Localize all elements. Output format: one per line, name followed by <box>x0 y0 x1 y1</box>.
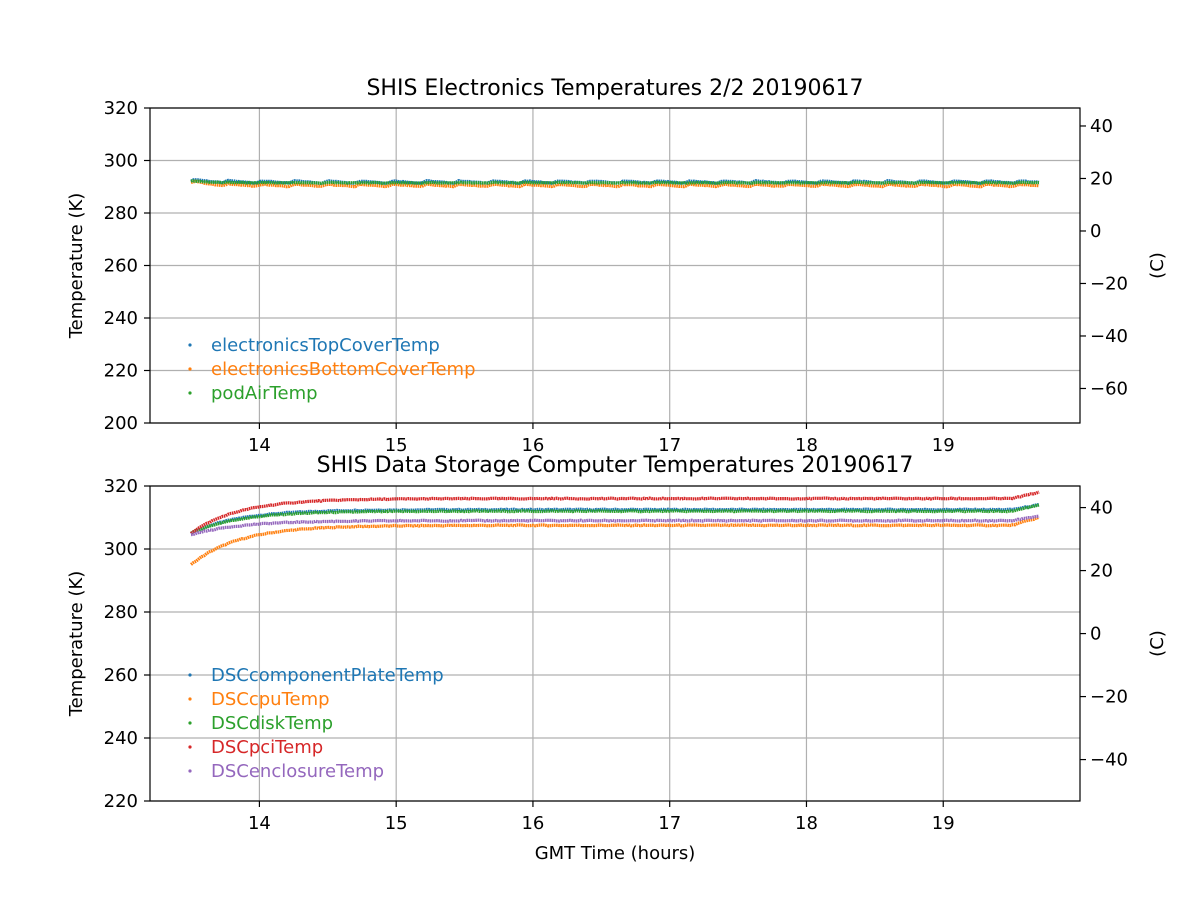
legend-marker <box>188 697 192 701</box>
y-tick-label: 300 <box>104 151 138 172</box>
y-tick-label: 260 <box>104 256 138 277</box>
legend-label: podAirTemp <box>211 383 318 404</box>
right-y-tick-label: −60 <box>1090 378 1128 399</box>
x-tick-label: 17 <box>658 435 681 456</box>
y-tick-label: 280 <box>104 602 138 623</box>
y-tick-label: 320 <box>104 98 138 119</box>
legend-marker <box>188 367 192 371</box>
x-tick-label: 17 <box>658 813 681 834</box>
x-tick-label: 15 <box>385 435 408 456</box>
x-tick-label: 19 <box>932 435 955 456</box>
x-tick-label: 18 <box>795 435 818 456</box>
right-y-tick-label: −20 <box>1090 687 1128 708</box>
right-y-tick-label: 0 <box>1090 624 1101 645</box>
bottom-plot-frame <box>149 485 1081 802</box>
y-tick-label: 280 <box>104 203 138 224</box>
top-y-axis-label: Temperature (K) <box>66 193 87 340</box>
y-tick-label: 240 <box>104 728 138 749</box>
bottom-y-axis-label: Temperature (K) <box>66 571 87 718</box>
series-electronicsTopCoverTemp <box>190 178 1040 186</box>
legend-label: DSCenclosureTemp <box>211 761 384 782</box>
legend-marker <box>188 769 192 773</box>
y-tick-label: 220 <box>104 791 138 812</box>
x-tick-label: 16 <box>521 435 544 456</box>
x-tick-label: 14 <box>248 813 271 834</box>
legend-marker <box>188 721 192 725</box>
series-electronicsBottomCoverTemp <box>190 179 1040 189</box>
legend-label: DSCdiskTemp <box>211 713 333 734</box>
y-tick-label: 300 <box>104 539 138 560</box>
top-chart-title: SHIS Electronics Temperatures 2/2 201906… <box>366 76 863 101</box>
right-y-tick-label: 40 <box>1090 498 1113 519</box>
legend-marker <box>188 745 192 749</box>
legend-label: electronicsTopCoverTemp <box>211 335 440 356</box>
legend-label: electronicsBottomCoverTemp <box>211 359 476 380</box>
top-right-axis-label: (C) <box>1147 252 1168 279</box>
top-chart-panel: SHIS Electronics Temperatures 2/2 201906… <box>66 76 1168 456</box>
y-tick-label: 200 <box>104 413 138 434</box>
series-podAirTemp <box>190 179 1040 185</box>
y-tick-label: 220 <box>104 361 138 382</box>
legend-marker <box>188 343 192 347</box>
y-tick-label: 240 <box>104 308 138 329</box>
bottom-right-axis-label: (C) <box>1147 630 1168 657</box>
series-DSCpciTemp <box>190 490 1040 535</box>
series-DSCenclosureTemp <box>190 514 1040 537</box>
legend-label: DSCcpuTemp <box>211 689 330 710</box>
x-tick-label: 16 <box>521 813 544 834</box>
y-tick-label: 320 <box>104 476 138 497</box>
series-DSCdiskTemp <box>190 503 1040 535</box>
legend-marker <box>188 391 192 395</box>
legend-label: DSCpciTemp <box>211 737 323 758</box>
x-tick-label: 18 <box>795 813 818 834</box>
x-tick-label: 19 <box>932 813 955 834</box>
right-y-tick-label: −40 <box>1090 326 1128 347</box>
legend-label: DSCcomponentPlateTemp <box>211 665 444 686</box>
x-axis-label: GMT Time (hours) <box>535 843 696 864</box>
right-y-tick-label: 0 <box>1090 221 1101 242</box>
y-tick-label: 260 <box>104 665 138 686</box>
bottom-chart-title: SHIS Data Storage Computer Temperatures … <box>317 453 914 478</box>
right-y-tick-label: 20 <box>1090 561 1113 582</box>
bottom-chart-panel: SHIS Data Storage Computer Temperatures … <box>66 453 1168 864</box>
x-tick-label: 15 <box>385 813 408 834</box>
right-y-tick-label: 40 <box>1090 116 1113 137</box>
x-tick-label: 14 <box>248 435 271 456</box>
series-DSCcpuTemp <box>190 515 1040 566</box>
legend-marker <box>188 673 192 677</box>
right-y-tick-label: −40 <box>1090 750 1128 771</box>
right-y-tick-label: −20 <box>1090 273 1128 294</box>
right-y-tick-label: 20 <box>1090 168 1113 189</box>
